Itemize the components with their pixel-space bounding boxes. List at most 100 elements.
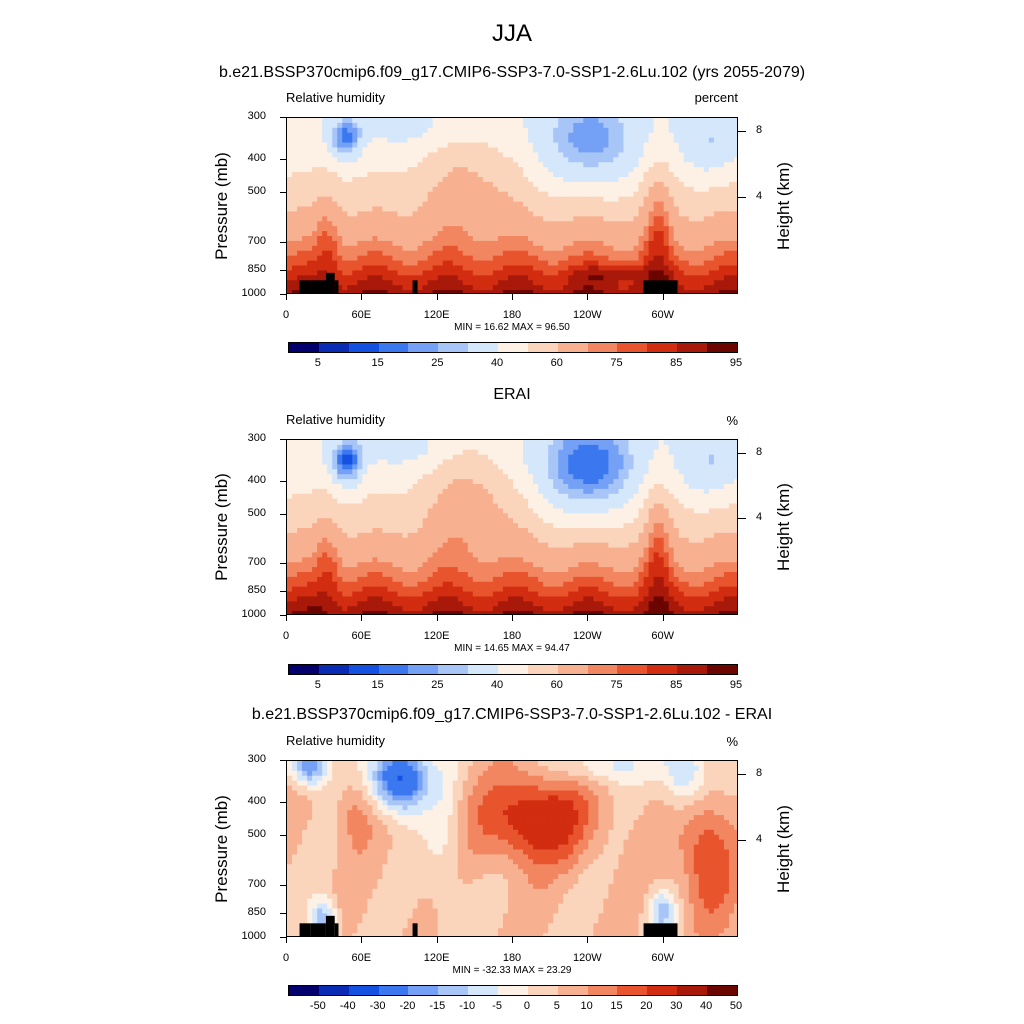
contour-cell [608, 280, 615, 286]
contour-cell [327, 216, 333, 222]
contour-cell [563, 152, 569, 158]
contour-cell [402, 142, 409, 149]
contour-cell [337, 226, 343, 232]
contour-cell [708, 201, 715, 208]
contour-cell [518, 479, 524, 485]
contour-cell [528, 221, 534, 227]
contour-cell [653, 236, 660, 242]
contour-cell [673, 260, 680, 267]
contour-cell [497, 196, 504, 203]
contour-cell [307, 265, 313, 272]
contour-cell [688, 137, 695, 144]
contour-cell [447, 137, 454, 144]
contour-cell [437, 211, 444, 217]
contour-cell [653, 513, 660, 519]
contour-cell [733, 285, 737, 291]
contour-cell [462, 177, 469, 183]
contour-cell [523, 479, 529, 485]
contour-cell [718, 275, 725, 281]
contour-cell [407, 245, 414, 252]
contour-cell [422, 245, 429, 252]
contour-cell [292, 132, 298, 139]
contour-cell [688, 523, 695, 529]
contour-cell [728, 201, 735, 208]
contour-cell [723, 508, 730, 514]
contour-cell [397, 508, 404, 514]
contour-cell [593, 290, 599, 293]
contour-cell [357, 493, 363, 500]
contour-cell [322, 152, 328, 158]
contour-cell [668, 484, 675, 490]
contour-cell [678, 172, 685, 178]
contour-cell [482, 147, 489, 154]
contour-cell [292, 231, 298, 237]
contour-cell [412, 265, 419, 272]
contour-cell [568, 250, 574, 257]
contour-cell [558, 245, 564, 252]
contour-cell [563, 464, 569, 470]
contour-cell [417, 206, 424, 213]
contour-cell [568, 196, 574, 203]
x-tick-mark [361, 294, 363, 300]
contour-cell [457, 132, 464, 139]
contour-cell [302, 498, 308, 505]
contour-cell [683, 474, 690, 480]
colorbar-swatch [617, 343, 648, 352]
contour-cell [482, 152, 489, 158]
contour-cell [507, 479, 514, 485]
contour-cell [578, 245, 584, 252]
contour-cell [312, 137, 318, 144]
contour-cell [452, 459, 459, 466]
contour-cell [442, 162, 449, 168]
contour-cell [573, 177, 579, 183]
contour-cell [588, 118, 594, 124]
contour-cell [392, 162, 399, 168]
contour-cell [377, 206, 384, 213]
contour-cell [417, 449, 424, 456]
contour-cell [548, 201, 554, 208]
contour-cell [477, 211, 484, 217]
contour-cell [307, 523, 313, 529]
contour-cell [658, 196, 665, 203]
contour-cell [513, 498, 519, 505]
contour-cell [593, 127, 599, 134]
contour-cell [648, 181, 655, 188]
contour-cell [487, 255, 494, 262]
contour-cell [608, 221, 615, 227]
contour-cell [668, 255, 675, 262]
contour-cell [638, 493, 645, 500]
contour-cell [648, 265, 655, 272]
contour-cell [678, 280, 685, 286]
contour-cell [648, 440, 655, 446]
contour-cell [608, 245, 615, 252]
contour-cell [362, 127, 368, 134]
contour-cell [523, 275, 529, 281]
contour-cell [392, 265, 399, 272]
contour-cell [613, 162, 620, 168]
contour-cell [583, 147, 589, 154]
contour-cell [357, 231, 363, 237]
contour-cell [427, 503, 434, 510]
contour-cell [583, 167, 589, 173]
contour-cell [693, 211, 700, 217]
contour-cell [603, 167, 610, 173]
contour-cell [467, 226, 474, 232]
contour-cell [713, 498, 720, 505]
contour-cell [518, 221, 524, 227]
contour-cell [643, 440, 650, 446]
contour-cell [442, 454, 449, 461]
contour-cell [482, 221, 489, 227]
contour-cell [708, 240, 715, 247]
contour-cell [543, 265, 549, 272]
contour-cell [292, 186, 298, 193]
contour-cell [457, 240, 464, 247]
contour-cell [618, 216, 625, 222]
contour-cell [337, 162, 343, 168]
contour-cell [352, 127, 358, 134]
contour-cell [287, 196, 293, 203]
contour-cell [462, 440, 469, 446]
contour-cell [518, 250, 524, 257]
contour-cell [397, 240, 404, 247]
contour-cell [417, 275, 424, 281]
contour-cell [538, 157, 544, 163]
